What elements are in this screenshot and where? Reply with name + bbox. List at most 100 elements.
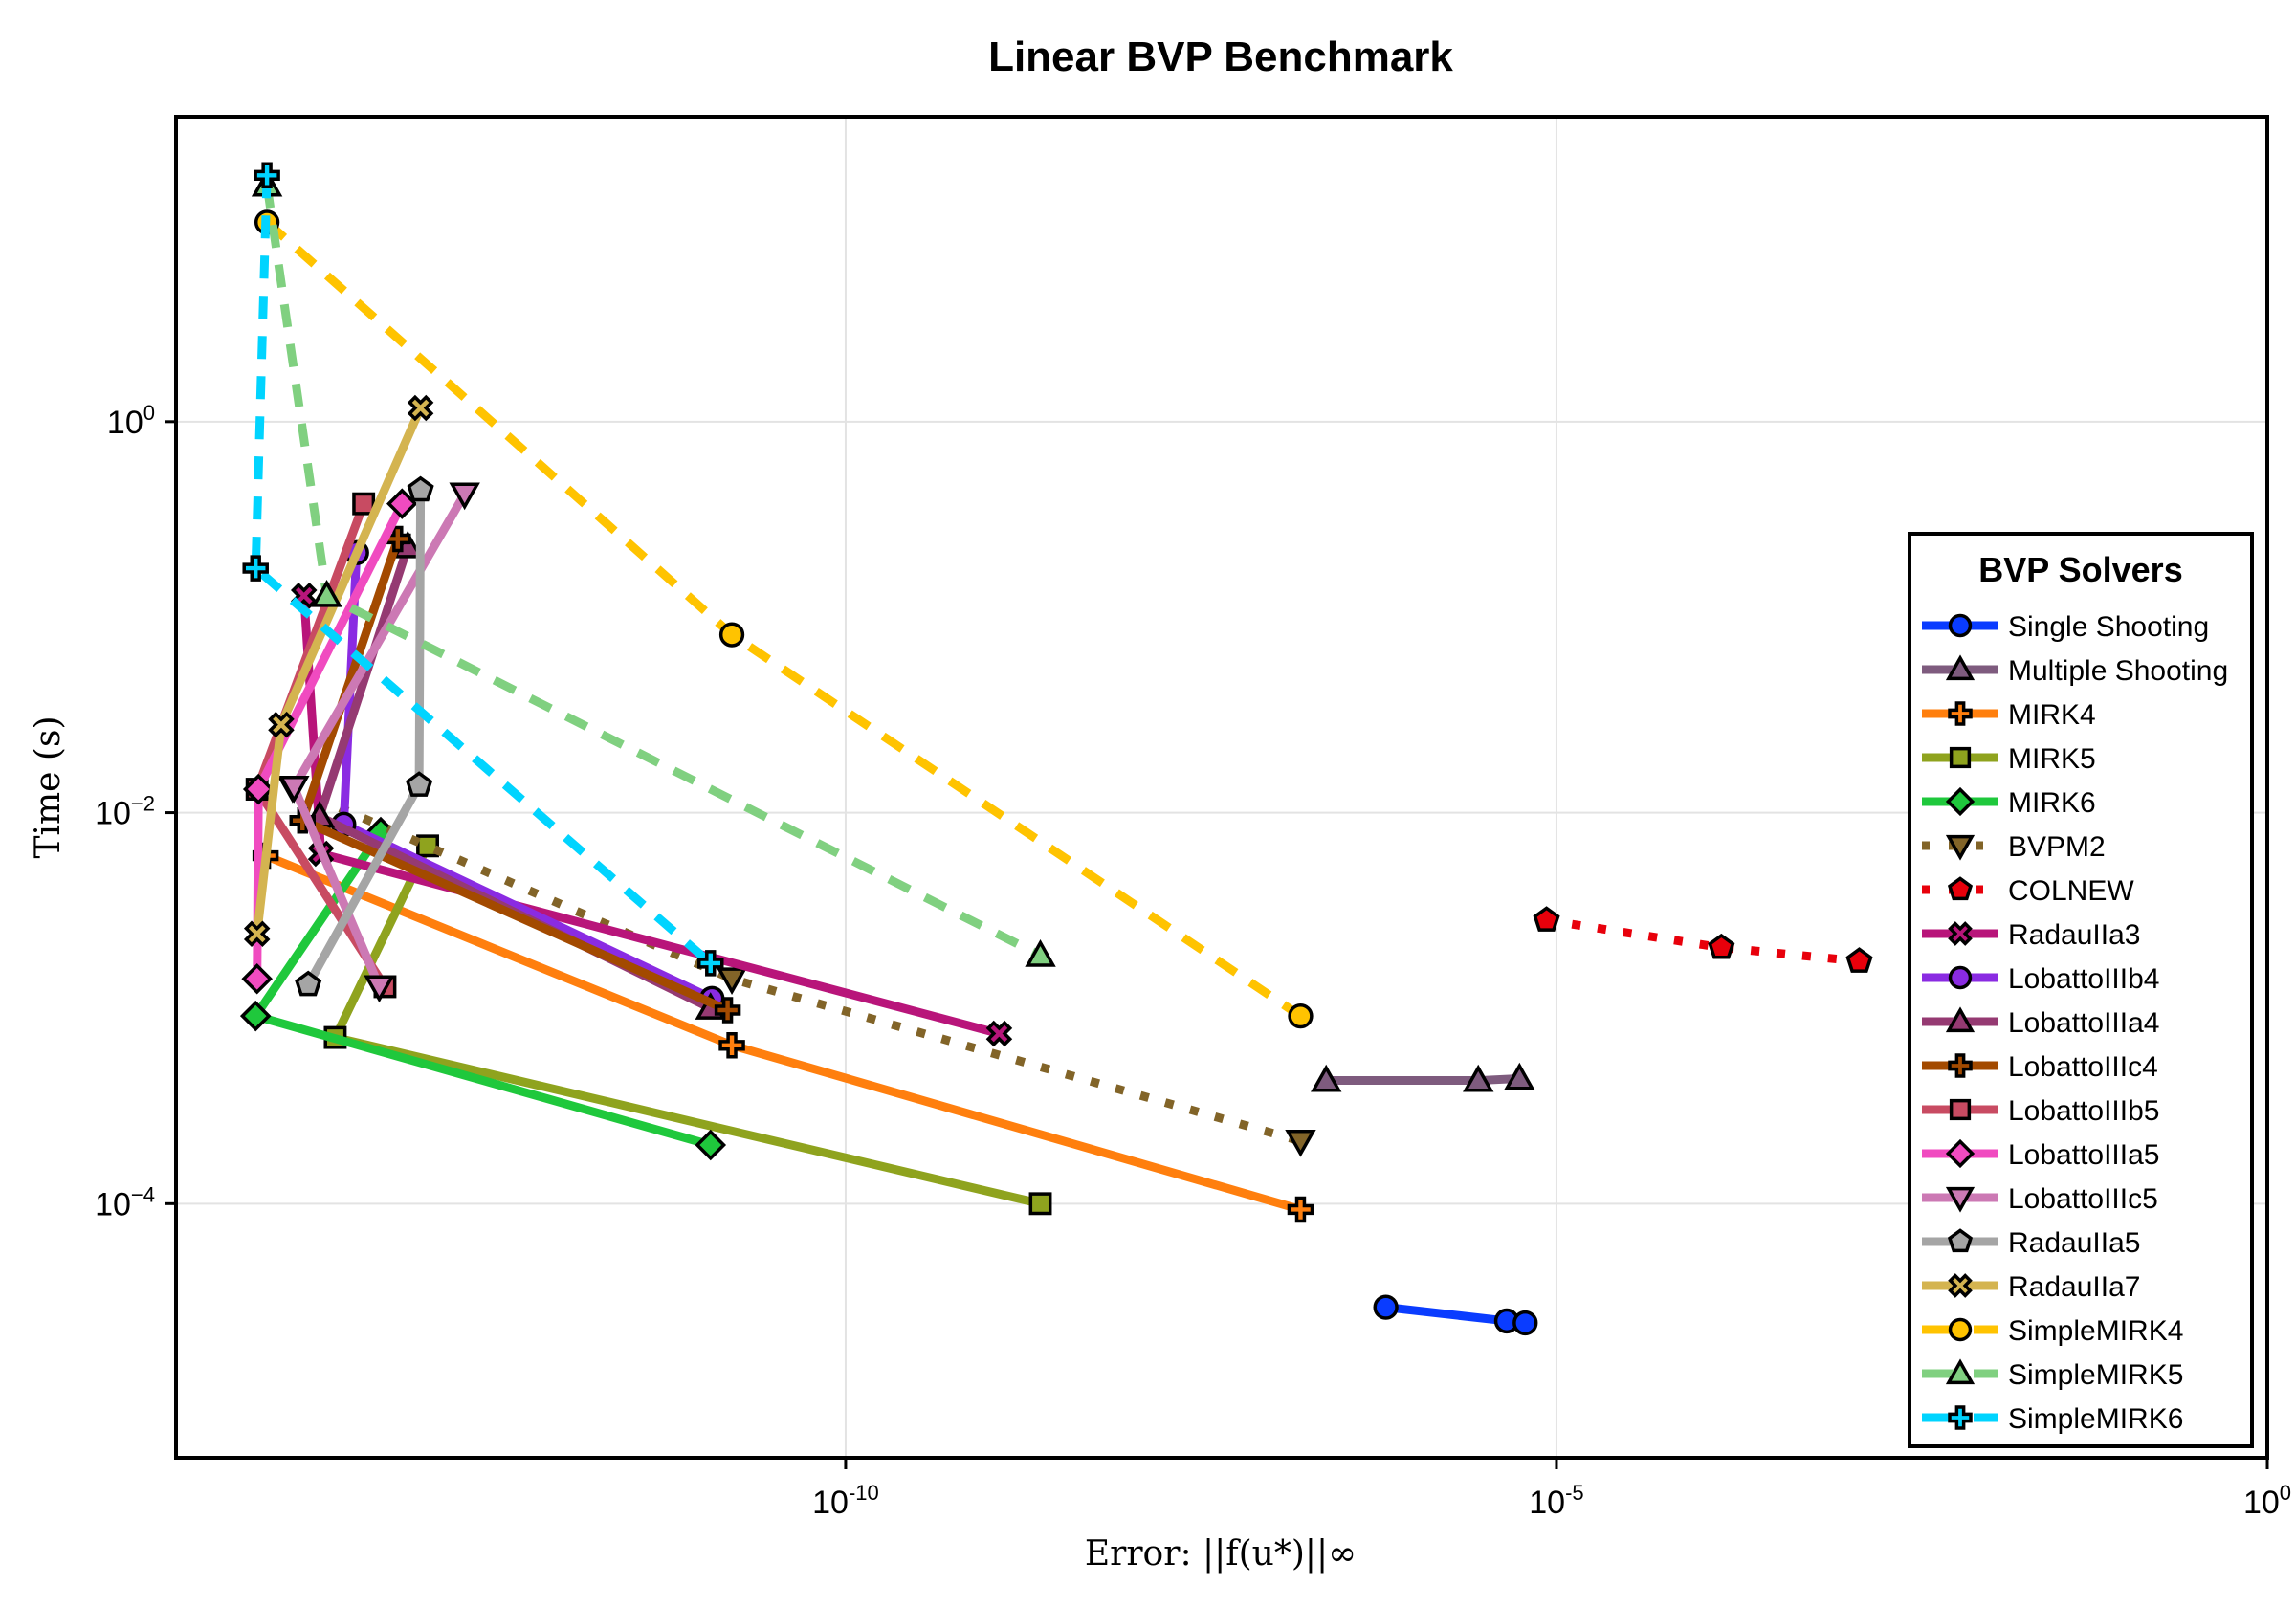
x-tick-label: 100 [2243, 1481, 2291, 1521]
y-tick-label: 100 [107, 401, 155, 441]
data-point-radauiia7 [407, 394, 434, 422]
data-point-simplemirk5 [1025, 938, 1056, 967]
data-point-lobattoiiic4 [714, 997, 741, 1024]
legend-marker-triangle-up-icon [1945, 654, 1976, 681]
data-point-simplemirk6 [242, 555, 269, 582]
y-tick-label: 10−2 [95, 792, 155, 832]
data-point-simplemirk4 [718, 622, 745, 648]
legend-items: Single Shooting Multiple Shooting MIRK4 MIR… [1922, 611, 2228, 1435]
legend-label: RadauIIa5 [2008, 1227, 2140, 1259]
legend-marker-diamond-icon [1945, 1138, 1976, 1169]
legend-item-lobattoiiib4: LobattoIIIb4 [1922, 963, 2159, 995]
data-point-radauiia5 [407, 475, 434, 502]
data-point-bvpm2 [716, 967, 748, 996]
y-axis-label: Time (s) [29, 716, 68, 859]
plot-frame [174, 115, 2269, 1460]
data-point-mirk4 [718, 1032, 745, 1059]
legend-item-lobattoiiia4: LobattoIIIa4 [1922, 1006, 2159, 1039]
series-simplemirk5 [251, 168, 1056, 967]
data-point-mirk6 [239, 1000, 272, 1032]
legend-item-simplemirk5: SimpleMIRK5 [1922, 1358, 2183, 1391]
legend-item-lobattoiiib5: LobattoIIIb5 [1922, 1095, 2159, 1127]
legend-item-lobattoiiic4: LobattoIIIc4 [1922, 1051, 2158, 1083]
legend-marker-triangle-down-icon [1945, 834, 1976, 861]
series-line-multiple-shooting [1326, 1074, 1520, 1086]
legend-marker-cross-icon [1948, 1405, 1973, 1430]
legend-label: LobattoIIIa4 [2008, 1007, 2159, 1039]
legend-marker-cross-icon [1948, 1053, 1973, 1078]
data-point-lobattoiiia5 [242, 773, 275, 805]
data-point-simplemirk6 [254, 162, 280, 189]
legend-label: MIRK4 [2008, 699, 2096, 731]
legend-label: SimpleMIRK5 [2008, 1359, 2183, 1391]
data-point-lobattoiiib5 [352, 492, 376, 516]
legend-label: BVPM2 [2008, 831, 2106, 863]
data-point-lobattoiiia5 [386, 488, 418, 519]
series-line-bvpm2 [291, 782, 1302, 1146]
legend-marker-triangle-up-icon [1945, 1006, 1976, 1033]
legend-marker-x-icon [1948, 1273, 1973, 1298]
x-tick-label: 10-10 [812, 1481, 879, 1521]
legend-label: LobattoIIIa5 [2008, 1139, 2159, 1171]
data-point-radauiia5 [295, 970, 322, 997]
legend-label: LobattoIIIc5 [2008, 1183, 2158, 1215]
legend-marker-cross-icon [1948, 701, 1973, 726]
legend-label: RadauIIa3 [2008, 919, 2140, 951]
legend-item-simplemirk6: SimpleMIRK6 [1922, 1403, 2183, 1435]
data-point-simplemirk4 [1288, 1002, 1314, 1029]
data-point-radauiia3 [985, 1020, 1013, 1047]
data-point-radauiia7 [268, 711, 295, 738]
data-point-multiple-shooting [1504, 1062, 1535, 1090]
data-point-radauiia5 [406, 771, 433, 797]
data-point-single-shooting [1512, 1310, 1538, 1336]
data-point-mirk4 [1287, 1196, 1314, 1223]
axis-ticks: 10-10 10-5 100 100 10−2 10−4 [95, 401, 2291, 1521]
series-lobattoiiic5 [278, 482, 480, 1003]
data-point-simplemirk6 [697, 950, 724, 977]
series-radauiia7 [243, 394, 434, 948]
legend-item-lobattoiiia5: LobattoIIIa5 [1922, 1138, 2159, 1171]
legend-marker-square-icon [1949, 1098, 1972, 1121]
legend-label: Multiple Shooting [2008, 655, 2228, 687]
legend-label: SimpleMIRK4 [2008, 1315, 2183, 1347]
data-point-simplemirk5 [311, 579, 342, 607]
chart-title: Linear BVP Benchmark [988, 33, 1453, 80]
legend-label: MIRK6 [2008, 787, 2096, 819]
data-point-lobattoiiic5 [278, 776, 310, 804]
legend-label: RadauIIa7 [2008, 1271, 2140, 1303]
legend-title: BVP Solvers [1978, 550, 2182, 589]
data-point-bvpm2 [1285, 1129, 1316, 1157]
legend-marker-circle-icon [1948, 1317, 1973, 1342]
data-point-colnew [1708, 933, 1735, 959]
series-simplemirk6 [242, 162, 724, 977]
data-point-colnew [1533, 906, 1560, 932]
series-line-simplemirk6 [251, 175, 714, 967]
legend-label: LobattoIIIb5 [2008, 1095, 2159, 1127]
legend-item-mirk6: MIRK6 [1922, 786, 2096, 819]
x-tick-label: 10-5 [1529, 1481, 1583, 1521]
legend-marker-x-icon [1948, 921, 1973, 946]
data-point-lobattoiiia5 [241, 963, 273, 995]
y-tick-label: 10−4 [95, 1182, 155, 1222]
data-point-single-shooting [1373, 1294, 1399, 1320]
legend-marker-pentagon-icon [1947, 1228, 1974, 1253]
legend-item-mirk5: MIRK5 [1922, 743, 2096, 775]
legend-marker-circle-icon [1948, 965, 1973, 990]
legend-label: COLNEW [2008, 875, 2134, 907]
data-point-multiple-shooting [1311, 1064, 1342, 1092]
legend-marker-circle-icon [1948, 613, 1973, 638]
legend-item-lobattoiiic5: LobattoIIIc5 [1922, 1183, 2158, 1215]
legend-item-single-shooting: Single Shooting [1922, 611, 2209, 643]
data-point-mirk6 [695, 1129, 727, 1161]
legend-label: SimpleMIRK6 [2008, 1403, 2183, 1435]
legend-marker-triangle-up-icon [1945, 1358, 1976, 1385]
series-line-colnew [1545, 915, 1860, 966]
series-colnew [1533, 906, 1873, 973]
series-multiple-shooting [1311, 1062, 1535, 1092]
legend: BVP Solvers Single Shooting Multiple Shoo… [1908, 532, 2254, 1448]
series-radauiia5 [295, 475, 434, 997]
series-layer [239, 162, 1873, 1336]
legend-item-mirk4: MIRK4 [1922, 699, 2096, 731]
legend-marker-diamond-icon [1945, 786, 1976, 817]
